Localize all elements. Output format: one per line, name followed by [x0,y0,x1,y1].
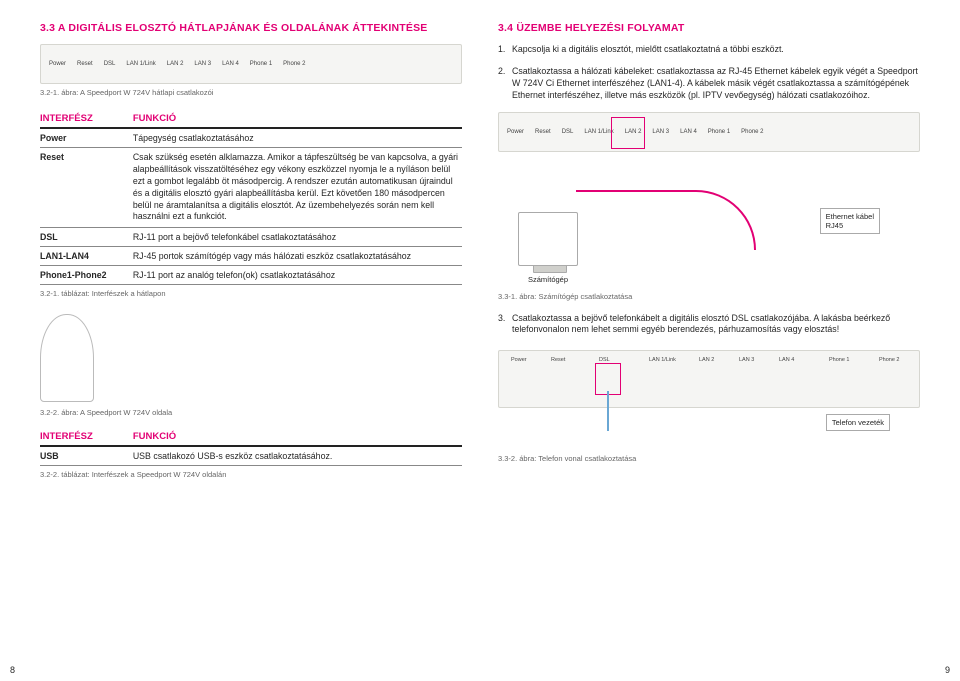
table-row: DSLRJ-11 port a bejövő telefonkábel csat… [40,228,462,247]
port-label: Reset [77,61,93,67]
caption-3-2-2-img: 3.2-2. ábra: A Speedport W 724V oldala [40,408,462,417]
interface-table-1: INTERFÉSZ FUNKCIÓ PowerTápegység csatlak… [40,109,462,285]
table-row: ResetCsak szükség esetén alklamazza. Ami… [40,148,462,228]
port-label: LAN 2 [625,129,642,135]
table-row: PowerTápegység csatlakoztatásához [40,128,462,148]
th-function: FUNKCIÓ [133,109,462,128]
tag-ethernet-l2: RJ45 [826,221,844,230]
left-column: 3.3 A DIGITÁLIS ELOSZTÓ HÁTLAPJÁNAK ÉS O… [40,22,462,681]
port-label: Power [49,61,66,67]
port-label: LAN 2 [699,357,714,363]
port-label: LAN 1/Link [649,357,676,363]
pc-connection-diagram: Ethernet kábel RJ45 Számítógép [498,158,920,288]
table-row: Phone1-Phone2RJ-11 port az analóg telefo… [40,266,462,285]
port-label: LAN 4 [222,61,239,67]
port-label: DSL [562,129,574,135]
step-2: Csatlakoztassa a hálózati kábeleket: csa… [498,66,920,102]
caption-3-2-1-tbl: 3.2-1. táblázat: Interfészek a hátlapon [40,289,462,298]
caption-3-3-1: 3.3-1. ábra: Számítógép csatlakoztatása [498,292,920,301]
page-number-left: 8 [10,665,15,675]
port-label: LAN 3 [739,357,754,363]
caption-3-2-2-tbl: 3.2-2. táblázat: Interfészek a Speedport… [40,470,462,479]
step-3: Csatlakoztassa a bejövő telefonkábelt a … [498,313,920,337]
right-heading: 3.4 ÜZEMBE HELYEZÉSI FOLYAMAT [498,22,920,34]
port-label: Power [507,129,524,135]
port-label: Phone 1 [250,61,272,67]
th-interface: INTERFÉSZ [40,109,133,128]
port-label: LAN 2 [167,61,184,67]
port-label: Phone 1 [708,129,730,135]
install-steps-cont: Csatlakoztassa a bejövő telefonkábelt a … [498,313,920,337]
caption-3-3-2: 3.3-2. ábra: Telefon vonal csatlakoztatá… [498,454,920,463]
tag-ethernet: Ethernet kábel RJ45 [820,208,880,234]
install-steps: Kapcsolja ki a digitális elosztót, mielő… [498,44,920,102]
device-lan-illustration: Power Reset DSL LAN 1/Link LAN 2 LAN 3 L… [498,112,920,152]
port-label: LAN 4 [779,357,794,363]
th-interface: INTERFÉSZ [40,427,133,446]
port-label: LAN 3 [652,129,669,135]
left-heading: 3.3 A DIGITÁLIS ELOSZTÓ HÁTLAPJÁNAK ÉS O… [40,22,462,34]
port-label: Phone 2 [283,61,305,67]
interface-table-2: INTERFÉSZ FUNKCIÓ USBUSB csatlakozó USB-… [40,427,462,466]
table-row: USBUSB csatlakozó USB-s eszköz csatlakoz… [40,446,462,466]
port-label: LAN 1/Link [584,129,613,135]
port-label: Phone 1 [829,357,850,363]
port-label: LAN 1/Link [126,61,155,67]
port-label: DSL [104,61,116,67]
tag-phone-wire: Telefon vezeték [826,414,890,431]
port-label: Power [511,357,527,363]
port-label: LAN 3 [194,61,211,67]
ethernet-cable-line [576,190,756,250]
tag-ethernet-l1: Ethernet kábel [826,212,874,221]
step-1: Kapcsolja ki a digitális elosztót, mielő… [498,44,920,56]
page-number-right: 9 [945,665,950,675]
port-label: Phone 2 [741,129,763,135]
table-row: LAN1-LAN4RJ-45 portok számítógép vagy má… [40,247,462,266]
computer-icon [518,212,578,266]
port-label: Reset [535,129,551,135]
caption-3-2-1-img: 3.2-1. ábra: A Speedport W 724V hátlapi … [40,88,462,97]
right-column: 3.4 ÜZEMBE HELYEZÉSI FOLYAMAT Kapcsolja … [498,22,920,681]
port-label: LAN 4 [680,129,697,135]
device-dsl-illustration: Power Reset DSL LAN 1/Link LAN 2 LAN 3 L… [498,350,920,408]
tag-computer: Számítógép [528,275,568,284]
device-side-illustration [40,314,94,402]
device-back-illustration: Power Reset DSL LAN 1/Link LAN 2 LAN 3 L… [40,44,462,84]
port-label: Reset [551,357,565,363]
th-function: FUNKCIÓ [133,427,462,446]
port-label: Phone 2 [879,357,900,363]
